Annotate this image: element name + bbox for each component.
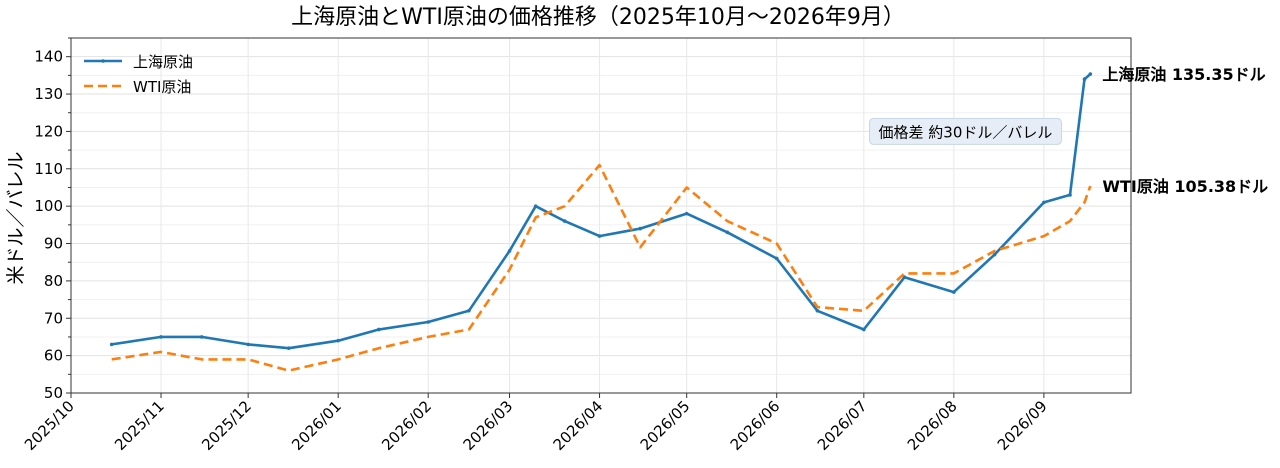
legend-label: WTI原油 — [133, 78, 191, 96]
y-tick-label: 130 — [34, 85, 63, 103]
data-point — [952, 290, 956, 294]
y-tick-label: 60 — [44, 347, 63, 365]
price-gap-annotation: 価格差 約30ドル／バレル — [868, 117, 1062, 145]
data-point — [533, 204, 538, 208]
series-lines — [109, 72, 1093, 372]
x-tick-label: 2025/11 — [111, 397, 168, 454]
legend-marker — [101, 59, 105, 63]
data-point — [1068, 193, 1072, 197]
data-point — [684, 211, 689, 216]
plot-frame — [70, 37, 1132, 394]
data-point — [467, 308, 471, 313]
data-point — [109, 342, 114, 347]
x-axis-ticks: 2025/10 2025/11 2025/12 2026/01 2026/02 2026/… — [21, 393, 1051, 454]
end-labels: 上海原油 135.35ドル WTI原油 105.38ドル — [1102, 65, 1268, 196]
y-tick-label: 120 — [34, 122, 63, 140]
series-line — [111, 163, 1092, 372]
data-point — [725, 230, 730, 235]
chart-title: 上海原油とWTI原油の価格推移（2025年10月〜2026年9月） — [291, 5, 905, 30]
data-point — [287, 346, 291, 350]
x-tick-label: 2025/12 — [198, 397, 255, 454]
series-line — [111, 73, 1092, 350]
data-point — [1042, 200, 1046, 205]
data-point — [159, 335, 163, 339]
data-point — [336, 338, 340, 343]
x-tick-label: 2026/04 — [550, 397, 607, 454]
legend: 上海原油 WTI原油 — [84, 53, 193, 96]
data-point — [377, 327, 381, 332]
y-tick-label: 140 — [34, 48, 63, 66]
x-tick-label: 2026/01 — [288, 397, 345, 454]
data-point — [1082, 77, 1087, 81]
y-tick-label: 50 — [44, 384, 63, 402]
data-point — [992, 252, 997, 257]
x-tick-label: 2026/06 — [727, 397, 784, 454]
x-tick-label: 2026/08 — [904, 397, 961, 454]
y-tick-label: 100 — [34, 197, 63, 215]
y-axis-label: 米ドル／バレル — [5, 151, 27, 284]
x-tick-label: 2026/02 — [378, 397, 435, 454]
data-point — [246, 342, 250, 347]
data-point — [1088, 72, 1093, 76]
y-tick-label: 110 — [34, 160, 63, 178]
x-tick-label: 2026/09 — [994, 397, 1051, 454]
data-point — [507, 249, 512, 253]
end-label: WTI原油 105.38ドル — [1102, 177, 1268, 196]
grid-lines — [70, 37, 1131, 394]
x-tick-label: 2026/03 — [460, 397, 517, 454]
data-point — [774, 256, 779, 261]
x-tick-label: 2026/07 — [814, 397, 871, 454]
y-tick-label: 90 — [44, 235, 63, 253]
annotation-box — [868, 117, 1062, 145]
annotation-text: 価格差 約30ドル／バレル — [879, 123, 1053, 141]
data-point — [199, 335, 204, 339]
y-tick-label: 80 — [44, 272, 63, 290]
data-point — [638, 226, 643, 231]
data-point — [562, 219, 567, 223]
end-label: 上海原油 135.35ドル — [1102, 65, 1265, 84]
data-point — [902, 275, 907, 279]
x-tick-label: 2026/05 — [637, 397, 694, 454]
legend-label: 上海原油 — [133, 53, 193, 71]
y-tick-label: 70 — [44, 309, 63, 327]
x-tick-label: 2025/10 — [21, 397, 78, 454]
data-point — [597, 234, 602, 238]
data-point — [862, 327, 866, 332]
y-axis-ticks: 50 60 70 80 90 100 110 120 130 140 — [34, 37, 71, 402]
data-point — [815, 308, 820, 313]
data-point — [426, 320, 431, 324]
